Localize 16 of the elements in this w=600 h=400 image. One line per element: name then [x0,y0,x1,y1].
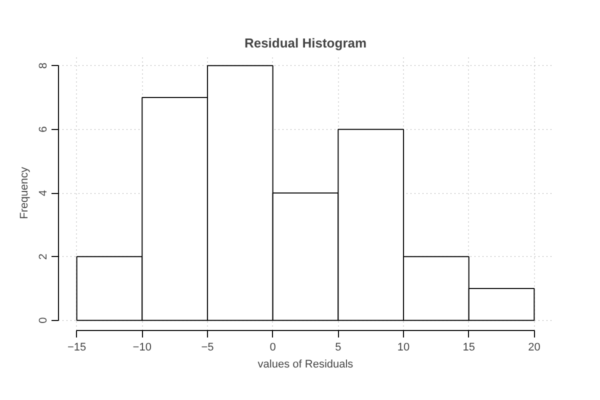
x-tick-label: 5 [335,342,342,354]
y-tick-label: 4 [38,190,50,196]
y-tick-label: 2 [38,254,50,260]
y-tick-label: 8 [38,62,50,69]
y-tick-label: 6 [38,126,50,132]
x-tick-label: −5 [201,342,214,354]
y-tick-label: 0 [38,317,50,324]
x-tick-label: −10 [132,342,152,354]
x-axis-title: values of Residuals [258,358,354,370]
x-tick-label: 15 [462,342,475,354]
x-tick-label: 10 [397,342,410,354]
x-tick-label: 20 [528,342,540,354]
y-axis-title: Frequency [18,166,30,219]
chart-title: Residual Histogram [244,36,367,50]
x-tick-label: −15 [67,342,86,354]
x-tick-label: 0 [270,342,276,354]
